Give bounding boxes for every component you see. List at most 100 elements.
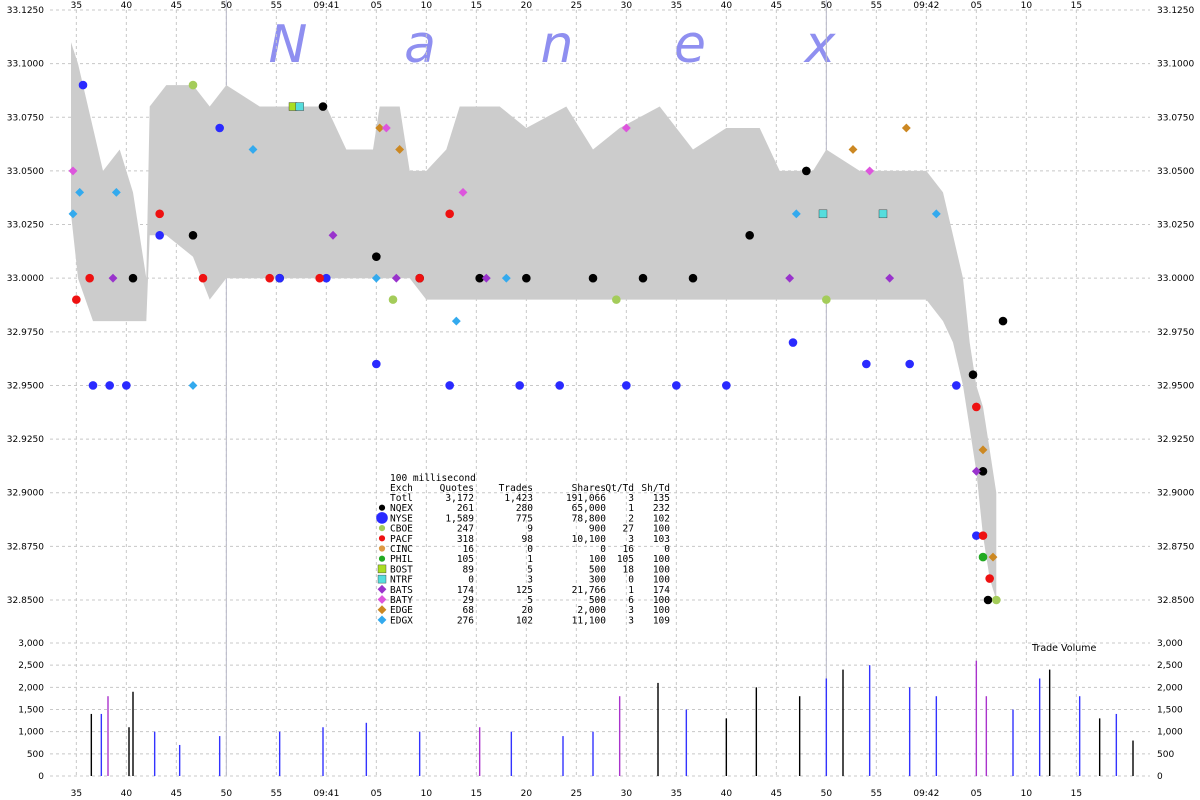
y-tick-label-left: 32.9500 [7, 381, 44, 391]
stats-cell: 1 [628, 503, 634, 514]
x-tick-label-top: 45 [171, 1, 182, 11]
stats-legend-marker [377, 574, 387, 584]
volume-tick-right: 1,000 [1157, 728, 1183, 738]
trade-marker-edgx [248, 145, 258, 154]
stats-legend-marker [378, 545, 386, 552]
stats-cell: 3 [527, 575, 533, 586]
trade-marker-baty [381, 123, 391, 133]
trade-marker-nqex [318, 102, 328, 111]
stats-cell: 1,423 [504, 493, 533, 504]
stats-cell: NYSE [390, 513, 413, 524]
volume-tick-left: 1,000 [18, 728, 44, 738]
trade-marker-nyse [722, 381, 731, 390]
stats-cell: NQEX [390, 503, 413, 514]
stats-cell: 109 [653, 615, 670, 626]
stats-cell: BOST [390, 564, 413, 575]
stats-legend-marker [378, 524, 386, 532]
stats-cell: 89 [463, 564, 475, 575]
volume-tick-left: 2,000 [18, 683, 44, 693]
trade-marker-edgx [188, 381, 198, 390]
y-tick-label-left: 32.8750 [7, 542, 44, 552]
stats-cell: 0 [628, 575, 634, 586]
trade-marker-edgx [371, 273, 381, 283]
trade-marker-nqex [372, 252, 381, 262]
trade-marker-ntrf [818, 209, 828, 219]
x-tick-label-top: 10 [1021, 1, 1033, 11]
trade-marker-nyse [275, 273, 284, 283]
stats-cell: Totl [390, 493, 413, 504]
trade-marker-baty [865, 166, 875, 176]
trade-marker-nyse [622, 381, 631, 390]
x-tick-label-top: 20 [521, 1, 533, 11]
x-tick-label-bottom: 35 [71, 789, 82, 799]
trade-marker-nqex [588, 273, 598, 283]
x-tick-label-top: 05 [371, 1, 382, 11]
x-tick-label-bottom: 45 [171, 789, 182, 799]
trade-marker-nyse [372, 359, 381, 369]
stats-cell: PACF [390, 534, 413, 545]
stats-cell: 1 [628, 585, 634, 596]
trade-marker-edgx [75, 187, 85, 197]
stats-cell: 174 [653, 585, 670, 596]
x-tick-label-bottom: 45 [771, 789, 782, 799]
y-tick-label-left: 33.0750 [7, 113, 44, 123]
stats-cell: 20 [522, 605, 534, 616]
x-tick-label-bottom: 15 [471, 789, 482, 799]
watermark-letter: N [269, 15, 308, 75]
trade-marker-edgx [68, 209, 78, 219]
trade-marker-pacf [72, 295, 81, 304]
stats-legend-marker [377, 595, 387, 604]
x-tick-label-top: 35 [71, 1, 82, 11]
trade-marker-nyse [788, 338, 798, 347]
y-tick-label-left: 33.1250 [7, 6, 44, 16]
x-tick-label-bottom: 15 [1071, 789, 1082, 799]
volume-title: Trade Volume [1031, 643, 1097, 654]
stats-cell: 0 [664, 544, 670, 555]
stats-cell: 5 [527, 564, 533, 575]
stats-cell: 174 [457, 585, 474, 596]
x-tick-label-bottom: 10 [421, 789, 433, 799]
stats-cell: 18 [623, 564, 635, 575]
stats-cell: 103 [653, 534, 670, 545]
stats-cell: 5 [527, 595, 533, 606]
stats-header: Sh/Td [641, 483, 670, 494]
x-tick-label-bottom: 09:42 [913, 789, 939, 799]
stats-cell: 1,589 [445, 513, 474, 524]
stats-legend-marker [377, 615, 387, 625]
x-tick-label-bottom: 50 [221, 789, 233, 799]
x-tick-label-bottom: 40 [121, 789, 133, 799]
trade-marker-pacf [985, 574, 994, 583]
stats-cell: 9 [527, 524, 533, 535]
stats-cell: 135 [653, 493, 670, 504]
nbbo-envelope [71, 42, 997, 600]
stats-legend-marker [378, 555, 386, 562]
stats-cell: 27 [623, 524, 634, 535]
stats-legend-marker [378, 535, 386, 542]
stats-cell: PHIL [390, 554, 413, 565]
trade-marker-baty [68, 166, 78, 176]
x-tick-label-top: 50 [221, 1, 233, 11]
x-tick-label-top: 25 [571, 1, 582, 11]
volume-tick-left: 2,500 [18, 661, 44, 671]
y-tick-label-right: 32.9750 [1157, 328, 1194, 338]
quote-trade-markers [68, 80, 1008, 605]
y-tick-label-right: 32.9250 [1157, 435, 1194, 445]
stats-cell: 0 [468, 575, 474, 586]
trade-marker-edgx [931, 209, 941, 219]
trade-marker-edge [978, 445, 988, 455]
trade-marker-bats [885, 273, 895, 283]
stats-cell: 191,066 [566, 493, 606, 504]
y-tick-label-right: 32.8500 [1157, 596, 1194, 606]
stats-header: Shares [572, 483, 606, 494]
trade-marker-bats [971, 466, 981, 476]
x-tick-label-top: 40 [121, 1, 133, 11]
trade-marker-nyse [105, 381, 114, 390]
stats-cell: 105 [457, 554, 474, 565]
stats-cell: 3,172 [445, 493, 474, 504]
stats-cell: 900 [589, 524, 606, 535]
y-tick-label-right: 32.8750 [1157, 542, 1194, 552]
volume-tick-right: 3,000 [1157, 639, 1183, 649]
trade-marker-nqex [968, 370, 978, 380]
stats-cell: 2 [628, 513, 634, 524]
